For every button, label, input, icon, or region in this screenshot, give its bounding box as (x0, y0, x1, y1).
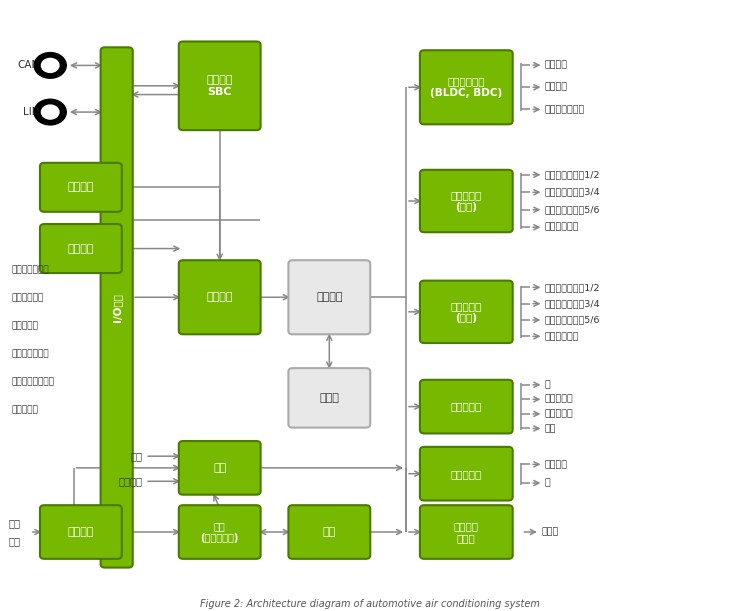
Text: 风门片直流电机1/2: 风门片直流电机1/2 (545, 283, 600, 292)
Circle shape (34, 53, 67, 78)
FancyBboxPatch shape (420, 280, 513, 343)
Text: 进气直流电机: 进气直流电机 (545, 332, 579, 341)
Text: 湿度传感器: 湿度传感器 (12, 405, 38, 414)
FancyBboxPatch shape (101, 47, 133, 568)
FancyBboxPatch shape (288, 260, 370, 334)
Text: 后鼓风机: 后鼓风机 (545, 82, 568, 92)
Text: 控制面板: 控制面板 (68, 182, 94, 192)
Text: 低端驱动器: 低端驱动器 (451, 469, 482, 478)
Text: 风门片步进电机5/6: 风门片步进电机5/6 (545, 205, 600, 214)
Text: 热传感器: 热传感器 (68, 244, 94, 254)
Text: 存储器: 存储器 (319, 393, 339, 403)
FancyBboxPatch shape (179, 505, 261, 559)
Text: 进气步进电机: 进气步进电机 (545, 223, 579, 232)
Text: 电机驱动器
(半桥): 电机驱动器 (半桥) (451, 301, 482, 323)
Text: 阳光传感器: 阳光传感器 (12, 321, 38, 330)
Text: 前鼓风机: 前鼓风机 (545, 60, 568, 70)
Text: 后窗除雾器: 后窗除雾器 (545, 409, 573, 419)
Text: 智能高端
驱动器: 智能高端 驱动器 (454, 521, 479, 543)
FancyBboxPatch shape (288, 505, 370, 559)
FancyBboxPatch shape (179, 260, 261, 334)
Text: 高端驱动器: 高端驱动器 (451, 401, 482, 412)
Text: 风门片直流电机5/6: 风门片直流电机5/6 (545, 315, 600, 324)
Text: 信号调理: 信号调理 (206, 292, 233, 302)
Text: LIN: LIN (23, 107, 39, 117)
Text: 风门片直流电机3/4: 风门片直流电机3/4 (545, 299, 601, 308)
FancyBboxPatch shape (179, 42, 261, 130)
Text: I/O保护: I/O保护 (112, 293, 122, 322)
Text: 压缩机: 压缩机 (541, 527, 559, 536)
Text: CAN: CAN (17, 60, 39, 70)
Text: 电源保护: 电源保护 (68, 527, 94, 537)
Text: 风门片步进电机3/4: 风门片步进电机3/4 (545, 188, 601, 197)
Circle shape (34, 99, 67, 125)
Text: 稳压
(线性，开关): 稳压 (线性，开关) (200, 521, 239, 543)
Text: 灯: 灯 (545, 380, 551, 389)
FancyBboxPatch shape (420, 380, 513, 433)
Text: 冷凝器冷却风扇: 冷凝器冷却风扇 (545, 105, 585, 114)
Text: 监控: 监控 (323, 527, 336, 537)
Text: 进气压力传感器: 进气压力传感器 (12, 349, 49, 358)
Text: 开关: 开关 (131, 451, 143, 461)
Text: 微控制器: 微控制器 (316, 292, 343, 302)
Text: 灯: 灯 (545, 478, 551, 488)
Text: 风门片步进电机1/2: 风门片步进电机1/2 (545, 170, 600, 179)
Text: Figure 2: Architecture diagram of automotive air conditioning system: Figure 2: Architecture diagram of automo… (200, 599, 539, 609)
Circle shape (41, 59, 59, 73)
Circle shape (41, 105, 59, 119)
FancyBboxPatch shape (420, 447, 513, 500)
FancyBboxPatch shape (420, 50, 513, 124)
Text: 输入: 输入 (9, 518, 21, 529)
Text: 点火开关: 点火开关 (119, 476, 143, 486)
Text: 唤醒: 唤醒 (213, 463, 226, 473)
FancyBboxPatch shape (40, 163, 122, 212)
Text: 蒸发器传感器: 蒸发器传感器 (12, 293, 44, 302)
Text: 收发器或
SBC: 收发器或 SBC (206, 75, 233, 97)
Text: 电机预驱动器
(BLDC, BDC): 电机预驱动器 (BLDC, BDC) (430, 76, 503, 98)
Text: 阳光传感器: 阳光传感器 (545, 395, 573, 404)
Text: 电机驱动器
(步进): 电机驱动器 (步进) (451, 190, 482, 212)
FancyBboxPatch shape (420, 170, 513, 232)
Text: 辅助水泵: 辅助水泵 (545, 460, 568, 469)
Text: 电压: 电压 (9, 536, 21, 546)
FancyBboxPatch shape (288, 368, 370, 428)
Text: 空气质量传感器: 空气质量传感器 (12, 265, 49, 274)
FancyBboxPatch shape (40, 224, 122, 273)
FancyBboxPatch shape (179, 441, 261, 495)
Text: 水阀: 水阀 (545, 424, 556, 433)
Text: 电位计进气传感器: 电位计进气传感器 (12, 377, 55, 386)
FancyBboxPatch shape (40, 505, 122, 559)
FancyBboxPatch shape (420, 505, 513, 559)
